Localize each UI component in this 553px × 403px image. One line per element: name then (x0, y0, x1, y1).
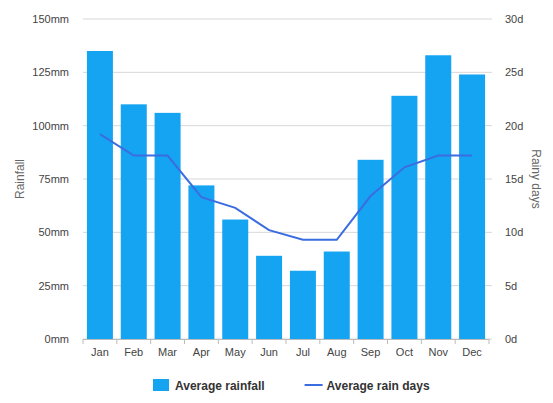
y2-tick-label: 25d (505, 66, 523, 78)
bar (324, 252, 350, 339)
x-tick-label: Oct (396, 346, 413, 358)
x-tick-label: Sep (361, 346, 381, 358)
x-tick (116, 339, 117, 344)
y-tick-label: 150mm (32, 13, 69, 25)
x-tick (286, 339, 287, 344)
y-tick-label: 125mm (32, 66, 69, 78)
y2-tick (489, 125, 492, 126)
x-tick-label: Apr (193, 346, 210, 358)
y2-tick-label: 5d (505, 280, 517, 292)
bar (425, 55, 451, 339)
x-tick (421, 339, 422, 344)
y2-tick-label: 30d (505, 13, 523, 25)
bar (121, 104, 147, 339)
bar (188, 185, 214, 339)
y-tick-label: 50mm (38, 226, 69, 238)
y2-tick-label: 10d (505, 226, 523, 238)
x-tick-label: Mar (158, 346, 177, 358)
y2-tick-label: 0d (505, 333, 517, 345)
chart: 0mm 25mm 50mm 75mm 100mm 125mm 150mm 0d 5d 10d 15d… (0, 0, 553, 403)
y2-tick (489, 19, 492, 20)
x-tick (455, 339, 456, 344)
y2-tick (489, 72, 492, 73)
legend-swatch (305, 384, 323, 386)
y2-tick-label: 15d (505, 173, 523, 185)
x-tick (489, 339, 490, 344)
plot-area (87, 51, 485, 339)
bar (87, 51, 113, 339)
x-tick-label: Jun (260, 346, 278, 358)
x-tick (387, 339, 388, 344)
line (100, 134, 472, 240)
bar (391, 96, 417, 339)
y2-tick-label: 20d (505, 120, 523, 132)
bar (222, 220, 248, 339)
bar (290, 271, 316, 339)
legend-label: Average rain days (327, 379, 430, 393)
y-tick-label: 75mm (38, 173, 69, 185)
x-tick-label: Feb (124, 346, 143, 358)
y-tick-label: 25mm (38, 280, 69, 292)
x-tick (252, 339, 253, 344)
x-tick (150, 339, 151, 344)
x-tick (218, 339, 219, 344)
bar (256, 256, 282, 339)
bar (459, 74, 485, 339)
x-tick (184, 339, 185, 344)
y2-tick (489, 179, 492, 180)
x-tick-label: May (225, 346, 246, 358)
y2-tick (489, 232, 492, 233)
bar (155, 113, 181, 339)
x-tick (353, 339, 354, 344)
x-tick-label: Jul (296, 346, 310, 358)
x-tick (83, 339, 84, 344)
legend-label: Average rainfall (175, 379, 265, 393)
y-axis-title: Rainfall (13, 159, 27, 199)
x-tick-label: Aug (327, 346, 347, 358)
bar (358, 160, 384, 339)
y2-axis-title: Rainy days (529, 149, 543, 208)
x-tick-label: Jan (91, 346, 109, 358)
y-tick-label: 0mm (45, 333, 69, 345)
x-tick-label: Nov (428, 346, 448, 358)
grid-line (83, 19, 489, 20)
y-tick-label: 100mm (32, 120, 69, 132)
x-tick-label: Dec (462, 346, 482, 358)
x-tick (319, 339, 320, 344)
legend-swatch (153, 379, 169, 391)
y2-tick (489, 285, 492, 286)
